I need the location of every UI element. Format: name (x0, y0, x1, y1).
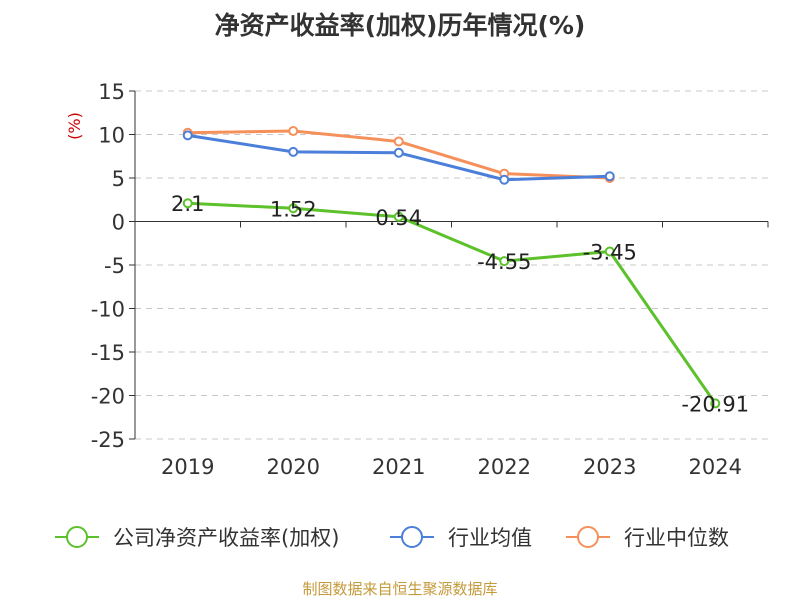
y-tick-label: 10 (98, 124, 125, 148)
data-point (288, 126, 299, 137)
y-tick-label: 5 (112, 167, 125, 191)
data-label: 1.52 (270, 197, 317, 221)
source-footer: 制图数据来自恒生聚源数据库 (302, 580, 498, 598)
data-point (499, 174, 510, 185)
data-point (393, 211, 404, 222)
y-tick-label: 0 (112, 211, 125, 235)
data-point (604, 171, 615, 182)
x-tick-label: 2020 (267, 455, 320, 479)
x-axis: 2019 2020 2021 2022 2023 2024 (134, 221, 769, 479)
legend-marker (401, 526, 423, 548)
y-tick-label: 15 (98, 80, 125, 104)
data-point (604, 246, 615, 257)
y-axis-label: (%) (65, 112, 84, 140)
y-tick-label: -5 (104, 254, 125, 278)
legend-label: 行业均值 (448, 526, 532, 550)
y-tick-label: -20 (91, 385, 125, 409)
chart-title: 净资产收益率(加权)历年情况(%) (214, 11, 586, 40)
y-tick-label: -25 (91, 428, 125, 452)
y-tick-label: -15 (91, 341, 125, 365)
legend-label: 公司净资产收益率(加权) (113, 526, 339, 550)
legend-marker (66, 526, 88, 548)
legend-label: 行业中位数 (624, 526, 729, 550)
data-point (393, 136, 404, 147)
legend-marker (577, 526, 599, 548)
y-axis: 15 10 5 0 -5 -10 -15 -20 -25 (91, 80, 136, 452)
x-tick-label: 2023 (583, 455, 636, 479)
y-tick-label: -10 (91, 298, 125, 322)
x-tick-label: 2024 (689, 455, 742, 479)
data-labels: 2.1 1.52 0.54 -4.55 -3.45 -20.91 (171, 192, 749, 416)
series-group (182, 126, 721, 409)
data-label: 0.54 (375, 206, 422, 230)
series-line (187, 201, 717, 405)
data-point (288, 203, 299, 214)
data-point (499, 256, 510, 267)
x-tick-label: 2019 (161, 455, 214, 479)
data-label: 2.1 (171, 192, 204, 216)
data-label: -20.91 (681, 392, 749, 416)
data-point (288, 146, 299, 157)
x-tick-label: 2021 (372, 455, 425, 479)
data-point (182, 130, 193, 141)
legend: 公司净资产收益率(加权) 行业均值 行业中位数 (55, 526, 729, 550)
x-tick-label: 2022 (478, 455, 531, 479)
data-point (182, 198, 193, 209)
data-point (393, 147, 404, 158)
data-label: -3.45 (583, 241, 637, 265)
data-point (710, 398, 721, 409)
data-label: -4.55 (477, 250, 531, 274)
